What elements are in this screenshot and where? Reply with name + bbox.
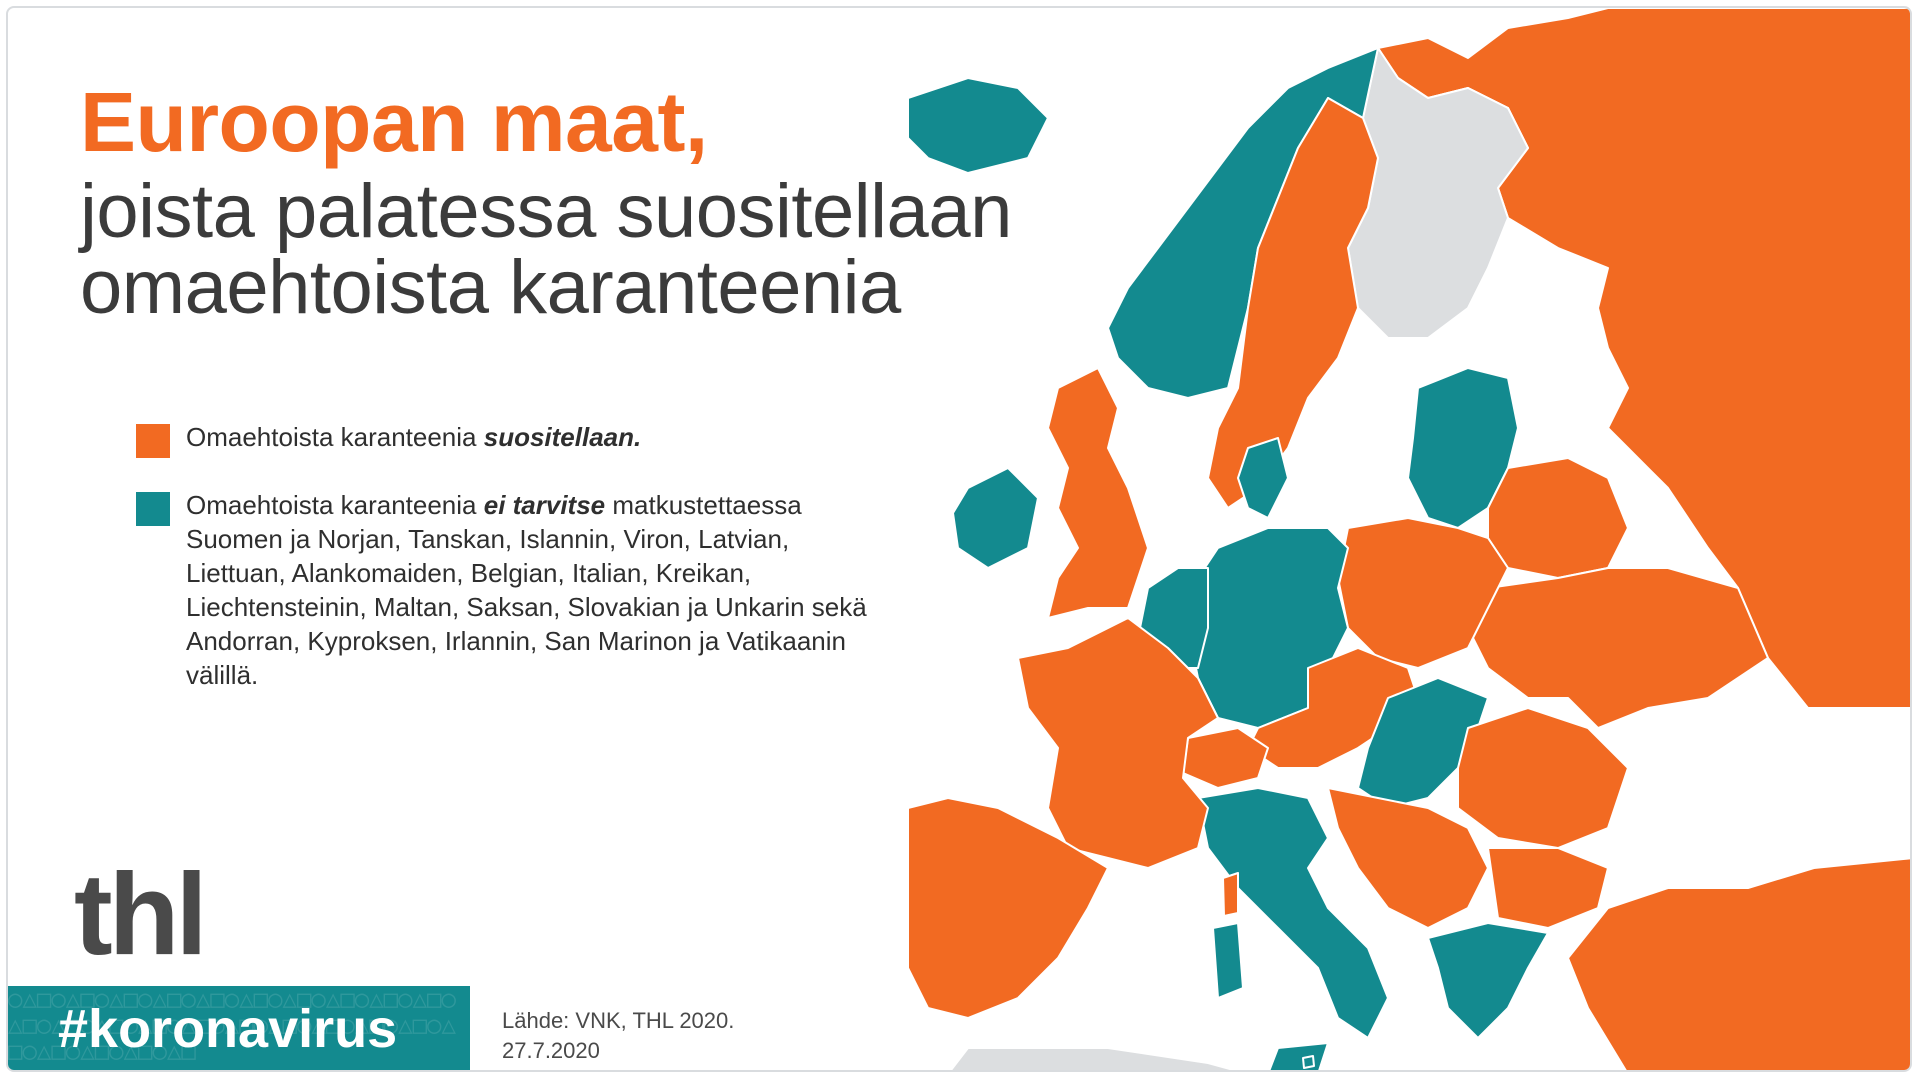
legend-text-part: Omaehtoista karanteenia bbox=[186, 490, 484, 520]
country-ireland bbox=[952, 467, 1039, 569]
country-ukraine bbox=[1467, 567, 1769, 729]
country-iceland bbox=[908, 77, 1049, 174]
country-iberia bbox=[908, 797, 1109, 1019]
title-subtitle: joista palatessa suositellaan omaehtoist… bbox=[80, 174, 1080, 326]
country-uk bbox=[1047, 367, 1149, 619]
subtitle-line-1: joista palatessa suositellaan bbox=[80, 169, 1012, 254]
infographic-card: Euroopan maat, joista palatessa suositel… bbox=[6, 6, 1912, 1072]
source-line: Lähde: VNK, THL 2020. bbox=[502, 1008, 735, 1033]
legend-item-recommended: Omaehtoista karanteenia suositellaan. bbox=[136, 420, 876, 458]
title-main: Euroopan maat, bbox=[80, 75, 708, 169]
legend-text-part: matkustettaessa Suomen ja Norjan, Tanska… bbox=[186, 490, 867, 690]
country-denmark bbox=[1237, 437, 1289, 519]
country-bulgaria bbox=[1487, 847, 1609, 929]
legend-swatch-teal bbox=[136, 492, 170, 526]
legend-swatch-orange bbox=[136, 424, 170, 458]
country-slovakia-hungary bbox=[1357, 677, 1489, 809]
hashtag-background-pattern: ○△□○△□○△□○△□○△□○△□○△□○△□○△□○△□○△□○△□○△□○… bbox=[8, 986, 456, 1065]
source-info: Lähde: VNK, THL 2020. 27.7.2020 bbox=[502, 1006, 734, 1066]
country-italy bbox=[1197, 787, 1389, 1039]
legend: Omaehtoista karanteenia suositellaan. Om… bbox=[136, 420, 876, 726]
country-romania bbox=[1457, 707, 1629, 849]
legend-item-not-required: Omaehtoista karanteenia ei tarvitse matk… bbox=[136, 488, 876, 692]
legend-text-part: Omaehtoista karanteenia bbox=[186, 422, 484, 452]
hashtag-text[interactable]: #koronavirus bbox=[58, 999, 398, 1059]
country-greece bbox=[1427, 922, 1549, 1039]
legend-emphasis: ei tarvitse bbox=[483, 490, 606, 520]
country-balkans bbox=[1327, 787, 1489, 929]
country-france bbox=[1017, 617, 1219, 869]
country-italy-sardinia bbox=[1212, 922, 1244, 999]
legend-text-recommended: Omaehtoista karanteenia suositellaan. bbox=[186, 420, 876, 454]
thl-logo: thl bbox=[74, 849, 208, 979]
country-france-corsica bbox=[1222, 872, 1239, 917]
source-date: 27.7.2020 bbox=[502, 1038, 600, 1063]
country-italy-sicily bbox=[1268, 1042, 1329, 1070]
legend-emphasis: suositellaan. bbox=[483, 422, 642, 452]
subtitle-line-2: omaehtoista karanteenia bbox=[80, 245, 901, 330]
country-czech-austria bbox=[1247, 647, 1419, 769]
country-north-africa bbox=[949, 1047, 1238, 1070]
country-sweden bbox=[1207, 97, 1379, 509]
europe-map bbox=[908, 8, 1910, 1070]
legend-text-not-required: Omaehtoista karanteenia ei tarvitse matk… bbox=[186, 488, 876, 692]
country-malta bbox=[1302, 1055, 1315, 1069]
country-belarus bbox=[1487, 457, 1629, 579]
hashtag-banner: ○△□○△□○△□○△□○△□○△□○△□○△□○△□○△□○△□○△□○△□○… bbox=[8, 986, 470, 1070]
country-turkey bbox=[1567, 857, 1910, 1070]
